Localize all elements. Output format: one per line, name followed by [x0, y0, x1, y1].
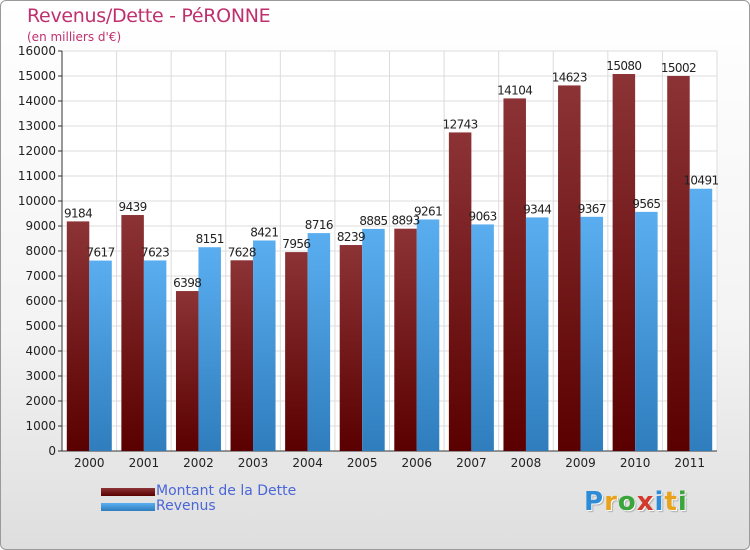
logo-letter: i	[654, 487, 665, 517]
bar-dette	[230, 260, 254, 451]
bar-revenus	[89, 260, 112, 451]
y-tick-label: 7000	[25, 269, 56, 283]
data-label-dette: 6398	[173, 276, 201, 290]
bar-dette	[612, 74, 636, 451]
bar-dette	[667, 75, 690, 451]
y-tick-label: 14000	[18, 94, 56, 108]
data-label-dette: 14623	[552, 70, 587, 84]
x-tick-label: 2005	[347, 456, 378, 470]
y-tick-label: 6000	[25, 294, 56, 308]
legend-label-dette: Montant de la Dette	[156, 483, 297, 499]
bar-dette	[175, 291, 199, 451]
y-tick-label: 1000	[25, 419, 56, 433]
bar-dette	[66, 221, 90, 451]
data-labels: 9184 9439 6398 7628 7956 8239 8893 12743 14104 14…	[64, 59, 719, 290]
data-label-revenus: 8885	[359, 214, 387, 228]
axes: 0 1000 2000 3000 4000 5000 6000 7000 8000 9000 100…	[18, 44, 717, 470]
data-label-revenus: 9367	[578, 202, 606, 216]
data-label-revenus: 7617	[86, 246, 114, 260]
grid-lines	[61, 50, 718, 452]
data-label-revenus: 8716	[305, 218, 333, 232]
bar-dette	[121, 215, 144, 451]
y-tick-label: 5000	[25, 319, 56, 333]
y-tick-label: 8000	[25, 244, 56, 258]
data-label-revenus: 9261	[414, 204, 442, 218]
data-label-dette: 9184	[64, 206, 92, 220]
bar-revenus	[307, 233, 331, 451]
legend-label-revenus: Revenus	[156, 498, 216, 514]
logo-letter: i	[677, 487, 688, 517]
chart-subtitle: (en milliers d'€)	[27, 30, 122, 44]
bar-revenus	[416, 219, 440, 451]
y-tick-label: 15000	[18, 69, 56, 83]
bar-revenus	[198, 247, 221, 451]
y-tick-label: 11000	[18, 169, 56, 183]
y-tick-label: 12000	[18, 144, 56, 158]
logo-letter: r	[604, 487, 618, 517]
bar-revenus	[362, 228, 385, 451]
data-label-dette: 9439	[119, 200, 147, 214]
y-tick-label: 2000	[25, 394, 56, 408]
logo-letter: t	[664, 487, 678, 517]
x-tick-label: 2010	[620, 456, 651, 470]
legend-swatch-revenus	[101, 503, 155, 511]
y-tick-label: 3000	[25, 369, 56, 383]
bar-revenus	[580, 216, 604, 451]
data-label-dette: 7956	[282, 237, 310, 251]
x-tick-label: 2000	[74, 456, 105, 470]
x-tick-label: 2011	[674, 456, 705, 470]
data-label-dette: 7628	[228, 245, 256, 259]
y-tick-label: 16000	[18, 44, 56, 58]
data-label-revenus: 10491	[683, 174, 718, 188]
data-label-dette: 12743	[443, 117, 478, 131]
x-tick-label: 2002	[183, 456, 214, 470]
logo-letter: x	[636, 487, 655, 517]
y-tick-label: 9000	[25, 219, 56, 233]
bar-dette	[339, 245, 363, 451]
legend-swatch-dette	[101, 488, 155, 496]
data-label-revenus: 9565	[632, 197, 660, 211]
y-tick-label: 13000	[18, 119, 56, 133]
x-tick-label: 2008	[511, 456, 542, 470]
logo-letter: P	[584, 487, 605, 517]
data-label-dette: 15002	[661, 61, 696, 75]
bar-dette	[448, 132, 472, 452]
chart-title: Revenus/Dette - PéRONNE	[27, 5, 271, 27]
data-label-dette: 8239	[337, 230, 365, 244]
bar-revenus	[525, 217, 549, 451]
bars	[66, 74, 713, 452]
data-label-dette: 14104	[497, 83, 532, 97]
data-label-revenus: 7623	[141, 245, 169, 259]
bar-revenus	[143, 260, 167, 451]
y-tick-label: 0	[48, 444, 56, 458]
logo-letter: o	[617, 487, 637, 517]
y-tick-label: 10000	[18, 194, 56, 208]
bar-dette	[394, 228, 417, 451]
x-tick-label: 2006	[402, 456, 433, 470]
bar-dette	[558, 85, 581, 452]
data-label-revenus: 9344	[523, 202, 551, 216]
x-tick-label: 2001	[129, 456, 160, 470]
data-label-revenus: 8151	[196, 232, 224, 246]
x-tick-label: 2007	[456, 456, 487, 470]
x-tick-label: 2004	[292, 456, 323, 470]
data-label-revenus: 9063	[469, 209, 497, 223]
bar-dette	[503, 98, 526, 452]
bar-revenus	[253, 240, 276, 451]
bar-dette	[285, 252, 308, 451]
bar-revenus	[689, 188, 713, 451]
bar-revenus	[471, 224, 494, 451]
data-label-dette: 15080	[606, 59, 641, 73]
bar-revenus	[635, 211, 658, 451]
bar-chart: 0 1000 2000 3000 4000 5000 6000 7000 8000 9000 100…	[18, 44, 719, 470]
data-label-dette: 8893	[391, 214, 419, 228]
data-label-revenus: 8421	[250, 225, 278, 239]
x-tick-label: 2009	[565, 456, 596, 470]
x-tick-label: 2003	[238, 456, 269, 470]
y-tick-label: 4000	[25, 344, 56, 358]
proxiti-logo: Proxiti	[584, 487, 688, 517]
